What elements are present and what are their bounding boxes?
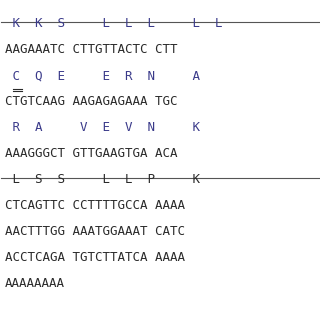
Text: AAAGGGCT GTTGAAGTGA ACA: AAAGGGCT GTTGAAGTGA ACA — [4, 147, 177, 160]
Text: C  Q  E     E  R  N     A: C Q E E R N A — [4, 69, 200, 82]
Text: CTGTCAAG AAGAGAGAAA TGC: CTGTCAAG AAGAGAGAAA TGC — [4, 95, 177, 108]
Text: R  A     V  E  V  N     K: R A V E V N K — [4, 121, 200, 134]
Text: L  S  S     L  L  P     K: L S S L L P K — [4, 173, 200, 186]
Text: K  K  S     L  L  L     L  L: K K S L L L L L — [4, 17, 222, 30]
Text: AAGAAATC CTTGTTACTC CTT: AAGAAATC CTTGTTACTC CTT — [4, 43, 177, 56]
Text: ACCTCAGA TGTCTTATCA AAAA: ACCTCAGA TGTCTTATCA AAAA — [4, 252, 185, 264]
Text: AAAAAAAA: AAAAAAAA — [4, 277, 65, 290]
Text: CTCAGTTC CCTTTTGCCA AAAA: CTCAGTTC CCTTTTGCCA AAAA — [4, 199, 185, 212]
Text: AACTTTGG AAATGGAAAT CATC: AACTTTGG AAATGGAAAT CATC — [4, 225, 185, 238]
